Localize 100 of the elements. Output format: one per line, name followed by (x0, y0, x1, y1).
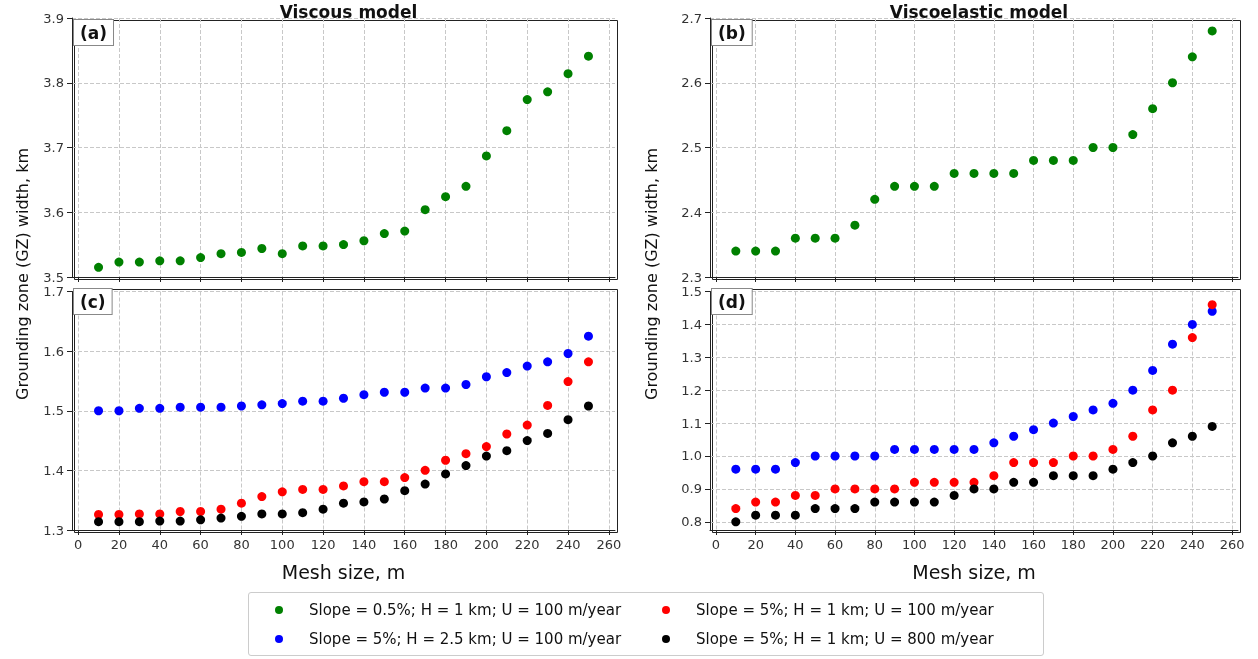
point (731, 246, 741, 256)
point (1029, 458, 1039, 468)
point (236, 401, 246, 411)
y-tick-label: 1.4 (681, 316, 702, 332)
x-tick-label: 120 (941, 537, 967, 552)
point (850, 220, 860, 230)
point (502, 126, 512, 136)
point (257, 400, 267, 410)
point (196, 515, 206, 525)
point (563, 349, 573, 359)
point (790, 233, 800, 243)
point (583, 357, 593, 367)
point (909, 444, 919, 454)
point (522, 361, 532, 371)
point (989, 471, 999, 481)
point (1009, 431, 1019, 441)
point (1029, 425, 1039, 435)
point (114, 517, 124, 527)
point (890, 444, 900, 454)
point (850, 504, 860, 514)
x-tick-label: 180 (433, 537, 458, 552)
point (1088, 451, 1098, 461)
point (481, 151, 491, 161)
x-tick-label: 200 (473, 537, 499, 552)
point (1128, 385, 1138, 395)
point (1029, 155, 1039, 165)
point (1009, 168, 1019, 178)
point (441, 469, 451, 479)
point (1108, 444, 1118, 454)
point (1128, 431, 1138, 441)
y-axis-title: Grounding zone (GZ) width, km (641, 148, 661, 400)
point (543, 400, 553, 410)
point (298, 396, 308, 406)
point (257, 492, 267, 502)
point (1207, 421, 1217, 431)
point (175, 507, 185, 517)
point (175, 256, 185, 266)
point (751, 510, 761, 520)
point (870, 484, 880, 494)
point (1068, 155, 1078, 165)
point (949, 444, 959, 454)
point (909, 497, 919, 507)
point (1088, 405, 1098, 415)
point (216, 513, 226, 523)
point (1187, 333, 1197, 343)
point (1168, 438, 1177, 448)
point (1168, 78, 1177, 88)
point (1128, 130, 1138, 140)
point (420, 465, 430, 475)
y-tick-label: 1.4 (43, 462, 64, 478)
point (543, 357, 553, 367)
point (929, 477, 939, 487)
point (1128, 458, 1138, 468)
point (134, 403, 144, 413)
point (400, 387, 410, 397)
point (790, 490, 800, 500)
point (1048, 458, 1058, 468)
legend-label: Slope = 5%; H = 2.5 km; U = 100 m/year (309, 629, 622, 648)
point (1048, 471, 1058, 481)
point (1187, 319, 1197, 329)
annotation: (b) (718, 22, 746, 43)
point (134, 509, 144, 519)
point (969, 168, 979, 178)
x-tick-label: 140 (981, 537, 1007, 552)
y-tick-label: 1.6 (43, 343, 64, 359)
point (870, 451, 880, 461)
point (400, 473, 410, 483)
point (94, 406, 104, 416)
point (318, 484, 328, 494)
point (989, 438, 999, 448)
point (318, 241, 328, 251)
point (1148, 104, 1158, 114)
point (543, 87, 553, 97)
x-tick-label: 60 (826, 537, 844, 552)
point (196, 402, 206, 412)
point (1068, 451, 1078, 461)
y-tick-label: 2.7 (681, 10, 702, 26)
y-tick-label: 1.5 (681, 284, 702, 299)
point (298, 241, 308, 251)
y-tick-label: 2.5 (681, 140, 702, 155)
point (216, 504, 226, 514)
x-tick-label: 100 (269, 537, 295, 552)
point (257, 244, 267, 254)
point (810, 233, 820, 243)
point (216, 249, 226, 259)
point (94, 517, 104, 527)
point (830, 451, 840, 461)
point (420, 383, 430, 393)
point (94, 262, 104, 272)
point (379, 477, 389, 487)
x-tick-label: 80 (233, 537, 250, 552)
point (989, 168, 999, 178)
point (1168, 385, 1177, 395)
point (277, 487, 287, 497)
point (583, 51, 593, 61)
point (379, 494, 389, 504)
point (731, 517, 741, 527)
x-tick-label: 40 (787, 537, 804, 552)
point (359, 497, 369, 507)
point (830, 233, 840, 243)
